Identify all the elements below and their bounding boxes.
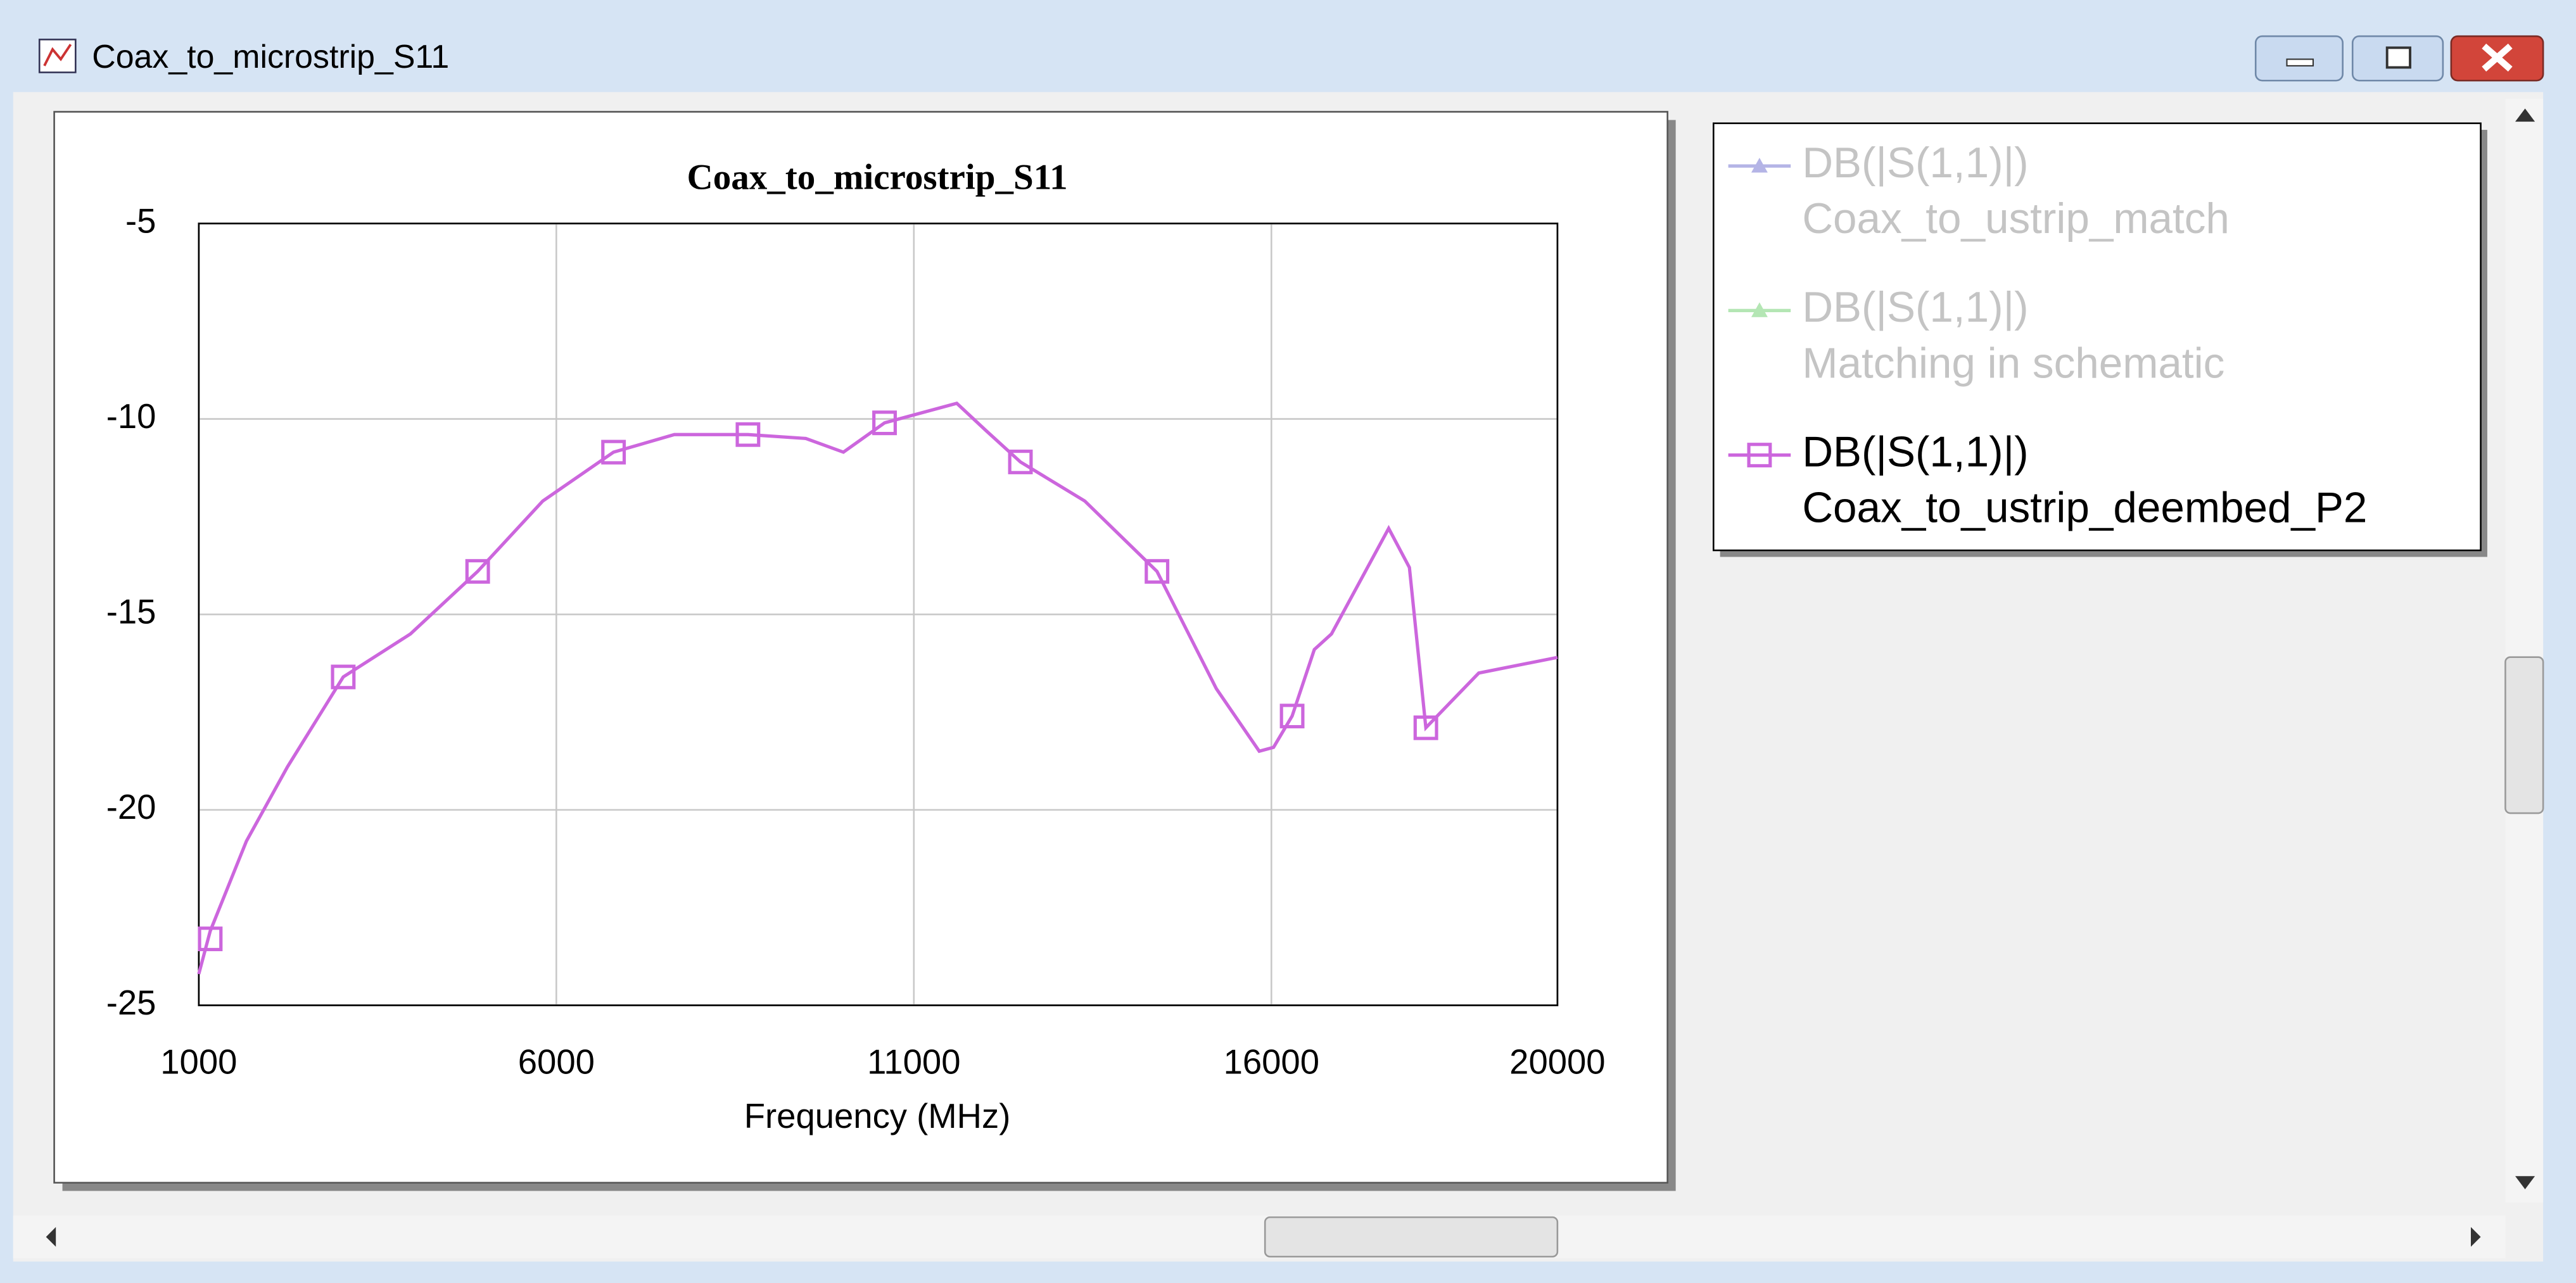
y-tick-label: -10 — [106, 397, 156, 436]
marker — [198, 926, 223, 952]
marker — [735, 422, 761, 447]
marker — [331, 664, 356, 690]
vertical-scroll-thumb[interactable] — [2504, 656, 2544, 814]
plot-frame — [198, 222, 1559, 1006]
marker — [1751, 302, 1768, 317]
y-tick-label: -15 — [106, 593, 156, 631]
marker — [601, 439, 626, 465]
x-tick-label: 16000 — [1224, 1042, 1319, 1081]
marker — [1751, 158, 1768, 173]
vertical-scrollbar[interactable] — [2505, 98, 2544, 1203]
scroll-right-arrow[interactable] — [2471, 1227, 2481, 1247]
horizontal-scrollbar[interactable] — [13, 1215, 2506, 1258]
scroll-up-arrow[interactable] — [2515, 108, 2535, 122]
x-axis-label: Frequency (MHz) — [744, 1097, 1011, 1135]
y-tick-label: -5 — [125, 201, 156, 240]
marker — [872, 410, 897, 436]
x-tick-label: 11000 — [867, 1042, 960, 1081]
legend-source: Matching in schematic — [1802, 339, 2224, 387]
chart-title: Coax_to_microstrip_S11 — [687, 158, 1068, 198]
marker — [1413, 715, 1438, 740]
legend-source: Coax_to_ustrip_match — [1802, 195, 2230, 243]
window-icon-graph — [43, 44, 72, 66]
marker — [465, 559, 490, 584]
x-tick-label: 6000 — [518, 1042, 595, 1081]
minimize-icon — [2286, 58, 2314, 66]
minimize-button[interactable] — [2254, 35, 2344, 82]
legend-box — [1712, 122, 2482, 552]
maximize-icon — [2385, 46, 2411, 69]
y-tick-label: -25 — [106, 983, 156, 1022]
chart-panel — [53, 111, 1668, 1184]
legend-name: DB(|S(1,1)|) — [1802, 139, 2028, 187]
marker — [1008, 449, 1033, 474]
legend-source: Coax_to_ustrip_deembed_P2 — [1802, 484, 2367, 532]
y-tick-label: -20 — [106, 788, 156, 826]
data-line — [197, 401, 1558, 975]
horizontal-scroll-thumb[interactable] — [1264, 1216, 1559, 1258]
marker — [1279, 704, 1305, 729]
x-tick-label: 20000 — [1509, 1042, 1605, 1081]
marker — [1747, 443, 1772, 468]
scroll-left-arrow[interactable] — [46, 1227, 56, 1247]
close-icon — [2482, 43, 2513, 72]
legend-name: DB(|S(1,1)|) — [1802, 428, 2028, 476]
x-tick-label: 1000 — [160, 1042, 237, 1081]
scroll-down-arrow[interactable] — [2515, 1176, 2535, 1190]
legend-name: DB(|S(1,1)|) — [1802, 284, 2028, 331]
window-title: Coax_to_microstrip_S11 — [92, 38, 449, 75]
marker — [1145, 559, 1170, 584]
